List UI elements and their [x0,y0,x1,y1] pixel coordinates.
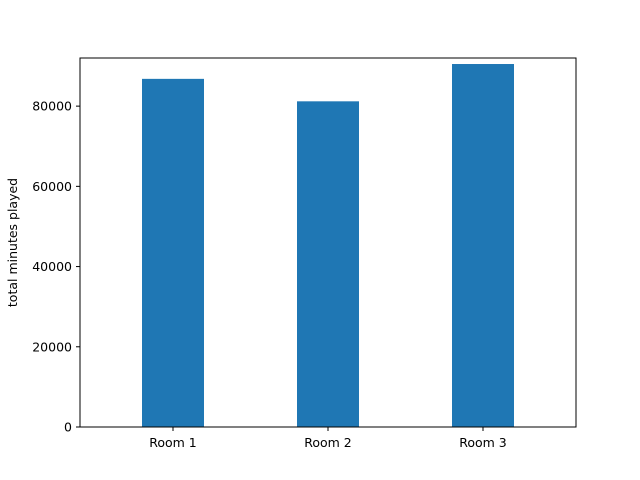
bar-room-3 [452,64,514,428]
y-tick-label: 80000 [32,99,72,114]
x-axis-ticks: Room 1 Room 2 Room 3 [149,427,507,450]
y-tick-label: 60000 [32,179,72,194]
y-tick-label: 40000 [32,259,72,274]
y-tick-label: 20000 [32,339,72,354]
y-tick-label: 0 [64,420,72,435]
bar-room-2 [297,101,359,428]
y-axis-label: total minutes played [5,178,20,307]
bar-room-1 [142,78,204,428]
x-tick-label: Room 2 [304,435,352,450]
x-tick-label: Room 1 [149,435,197,450]
bars-group [142,64,514,428]
plot-frame [79,57,577,428]
x-tick-label: Room 3 [459,435,507,450]
y-axis-ticks: 0 20000 40000 60000 80000 [32,99,80,435]
